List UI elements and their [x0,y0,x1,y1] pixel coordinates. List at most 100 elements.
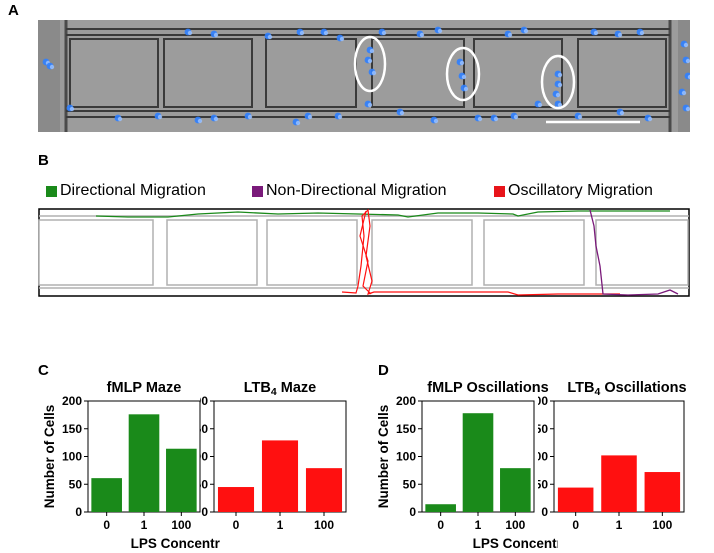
y-tick-label: 0 [541,505,548,519]
legend-label: Non-Directional Migration [266,182,447,199]
cell-marker [371,70,377,76]
cell-marker [647,116,653,122]
y-tick-label: 150 [396,422,416,436]
maze-chamber-outline [38,219,154,286]
x-tick-label: 1 [475,518,482,532]
y-tick-label: 150 [200,422,208,436]
panel-label-a: A [8,2,19,19]
legend-item-nondirectional: Non-Directional Migration [252,182,447,200]
y-tick-label: 200 [396,394,416,408]
maze-chamber-outline [166,219,258,286]
y-axis-label: Number of Cells [42,405,57,509]
panel-label-b: B [38,152,49,169]
maze-chamber-outline [371,219,473,286]
cell-marker [555,92,561,98]
bar-chart-fmlp-oscillations: fMLP Oscillations 0 50 100 150 200 0 1 100 Number… [376,380,558,551]
maze-chamber [473,38,563,108]
x-tick-label: 1 [277,518,284,532]
x-tick-label: 0 [437,518,444,532]
cell-marker [267,34,273,40]
x-tick-label: 1 [616,518,623,532]
cell-marker [617,32,623,38]
cell-marker [459,60,465,66]
cell-marker [399,110,405,116]
cell-marker [337,114,343,120]
cell-marker [681,90,687,96]
y-tick-label: 100 [62,450,82,464]
oscillatory-track [341,208,620,296]
y-tick-label: 50 [403,477,417,491]
y-tick-label: 0 [75,505,82,519]
oscillatory-track [359,210,372,295]
cell-marker [477,116,483,122]
bar [462,413,494,512]
cell-marker [367,102,373,108]
x-tick-label: 0 [572,518,579,532]
panel-label-d: D [378,362,389,379]
x-tick-label: 0 [233,518,240,532]
bar [425,504,456,512]
cell-marker [247,114,253,120]
y-tick-label: 200 [538,394,548,408]
cell-marker [557,102,563,108]
x-tick-label: 100 [314,518,334,532]
cell-marker [493,116,499,122]
cell-marker [507,32,513,38]
x-axis-label: LPS Concentration (ng/mL) [473,536,558,551]
y-tick-label: 0 [201,505,208,519]
cell-marker [69,106,75,112]
chart-title: fMLP Maze [107,380,182,396]
cell-marker [463,86,469,92]
maze-chamber-outline [266,219,358,286]
microscopy-image [38,20,690,132]
cell-marker [557,82,563,88]
y-tick-label: 150 [538,422,548,436]
cell-marker [577,114,583,120]
y-tick-label: 200 [62,394,82,408]
cell-marker [197,118,203,124]
y-axis-label: Number of Cells [376,405,391,509]
cell-marker [685,106,690,112]
maze-chamber [577,38,667,108]
highlight-circle [540,54,576,110]
cell-marker [213,116,219,122]
y-tick-label: 100 [538,450,548,464]
maze-chamber-outline [595,219,689,286]
cell-marker [299,30,305,36]
bar [601,455,637,512]
bar [217,487,255,512]
non-directional-track [589,209,679,296]
x-tick-label: 0 [103,518,110,532]
cell-marker [117,116,123,122]
bar [261,440,299,512]
bar [128,414,160,512]
bar-chart-ltb4-maze: LTB4 Maze 0 50 100 150 200 0 1 100 [200,380,347,532]
cell-marker [557,72,563,78]
cell-marker [687,74,690,80]
x-axis-label: LPS Concentration (ng/mL) [131,536,220,551]
bar [644,472,681,512]
bar [166,448,197,512]
highlight-circle [353,35,387,93]
cell-markers [42,26,690,126]
cell-marker [339,36,345,42]
cell-marker [307,114,313,120]
chart-title: LTB4 Maze [244,380,316,398]
bar [305,468,343,512]
x-tick-label: 100 [171,518,191,532]
migration-track-diagram [38,208,690,297]
y-tick-label: 50 [538,477,548,491]
cell-marker [639,30,645,36]
bar-chart-fmlp-maze: fMLP Maze 0 50 100 150 200 0 1 100 Number of Cell… [42,380,220,551]
cell-marker [49,64,55,70]
legend-swatch-purple [252,185,263,197]
chart-title: LTB4 Oscillations [567,380,686,398]
cell-marker [537,102,543,108]
legend-item-oscillatory: Oscillatory Migration [494,182,653,200]
x-tick-label: 100 [652,518,672,532]
cell-marker [295,120,301,126]
cell-marker [323,30,329,36]
y-tick-label: 150 [62,422,82,436]
y-tick-label: 200 [200,394,208,408]
bar [91,478,122,512]
